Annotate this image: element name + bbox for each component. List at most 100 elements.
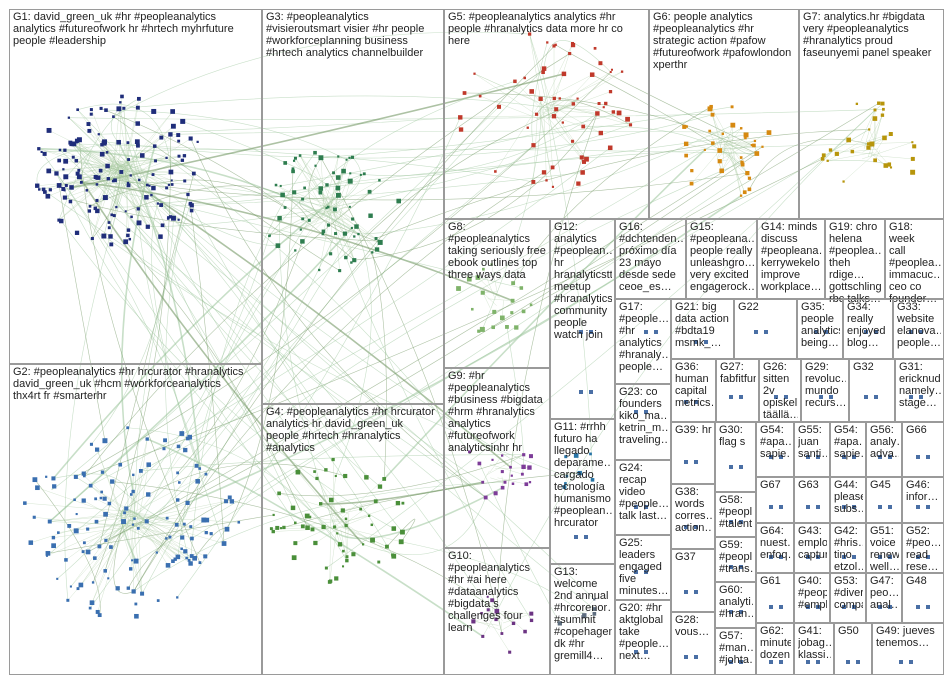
network-node (61, 187, 66, 192)
group-label-g28: G28: vous… (675, 614, 710, 638)
network-node (499, 315, 505, 321)
network-edge (345, 501, 376, 524)
network-node (170, 109, 176, 114)
network-node (305, 525, 310, 530)
network-node (382, 477, 387, 481)
group-box-g22: G22 (734, 299, 797, 359)
network-node (842, 555, 846, 559)
network-node (107, 501, 112, 506)
network-node (174, 522, 179, 527)
network-edge (529, 33, 551, 101)
network-node (816, 455, 820, 459)
network-edge (170, 130, 769, 135)
network-node (494, 170, 497, 173)
network-node (168, 169, 174, 175)
group-label-g67: G67 (760, 479, 781, 491)
network-node (739, 395, 743, 399)
network-edge (49, 227, 353, 523)
network-edge (482, 291, 497, 293)
network-edge (87, 146, 763, 553)
network-node (185, 500, 190, 505)
network-node (378, 179, 381, 182)
network-node (774, 395, 778, 399)
network-node (503, 480, 507, 484)
network-edge (48, 130, 125, 168)
network-node (176, 133, 181, 138)
network-edge (132, 523, 191, 564)
network-edge (722, 145, 754, 150)
group-box-g42: G42: #hris… tino etzol… (830, 523, 866, 573)
group-label-g50: G50 (838, 625, 859, 637)
network-node (140, 591, 145, 596)
network-edge (146, 438, 484, 638)
network-node (337, 542, 343, 547)
network-node (644, 650, 648, 654)
network-node (769, 660, 773, 664)
network-edge (480, 95, 541, 120)
network-node (590, 478, 595, 482)
network-node (880, 101, 885, 106)
group-label-g64: G64: nuest… enfoq… (760, 525, 791, 561)
group-box-g14: G14: minds discuss #peopleana… kerryweke… (757, 219, 825, 299)
group-box-g45: G45 (866, 477, 902, 523)
network-node (589, 390, 593, 394)
network-node (717, 159, 722, 164)
network-node (529, 303, 533, 307)
network-node (684, 525, 688, 529)
network-node (842, 605, 846, 609)
network-node (874, 395, 878, 399)
group-box-g21: G21: big data action #bdta19 msmk_… (671, 299, 734, 359)
network-node (95, 609, 100, 614)
network-node (878, 555, 882, 559)
group-label-g60: G60: analyti… #hran… (719, 584, 753, 620)
group-box-g35: G35: people analytics being… (797, 299, 843, 359)
network-node (654, 330, 658, 334)
network-node (743, 132, 749, 138)
network-edge (97, 177, 112, 212)
network-edge (79, 139, 201, 563)
network-edge (123, 111, 173, 177)
network-node (564, 455, 568, 459)
network-node (45, 193, 51, 199)
network-node (350, 226, 353, 229)
group-label-g23: G23: co founders kiko_ma… ketrin_m… trav… (619, 386, 668, 446)
network-node (136, 526, 140, 530)
network-edge (331, 512, 348, 557)
network-edge (337, 173, 365, 207)
group-label-g24: G24: recap video #people… talk last… (619, 462, 668, 522)
network-edge (70, 142, 111, 178)
network-edge (718, 140, 755, 146)
network-edge (125, 98, 140, 164)
network-edge (105, 109, 347, 161)
group-box-g4: G4: #peopleanalytics #hr hrcurator analy… (262, 404, 444, 675)
network-node (54, 171, 59, 176)
network-node (35, 183, 40, 188)
network-node (561, 71, 567, 77)
network-edge (323, 212, 329, 232)
network-node (180, 535, 185, 540)
network-edge (482, 98, 542, 330)
network-node (109, 242, 114, 247)
network-node (607, 145, 613, 151)
network-node (154, 159, 158, 163)
network-node (295, 469, 301, 475)
network-node (348, 205, 351, 208)
group-box-g8: G8: #peopleanalytics taking seriously fr… (444, 219, 550, 368)
network-edge (127, 427, 348, 561)
network-edge (477, 277, 500, 299)
network-node (500, 470, 504, 474)
network-node (362, 172, 366, 176)
group-box-g37: G37 (671, 549, 715, 612)
network-edge (91, 512, 134, 603)
network-node (271, 529, 275, 534)
network-node (340, 508, 345, 513)
network-edge (718, 128, 742, 158)
group-label-g51: G51: voice renew… well… (870, 525, 899, 573)
network-edge (730, 148, 742, 196)
network-node (332, 171, 335, 175)
network-edge (326, 143, 872, 186)
network-node (277, 216, 282, 221)
network-node (168, 535, 172, 539)
network-node (545, 179, 548, 182)
